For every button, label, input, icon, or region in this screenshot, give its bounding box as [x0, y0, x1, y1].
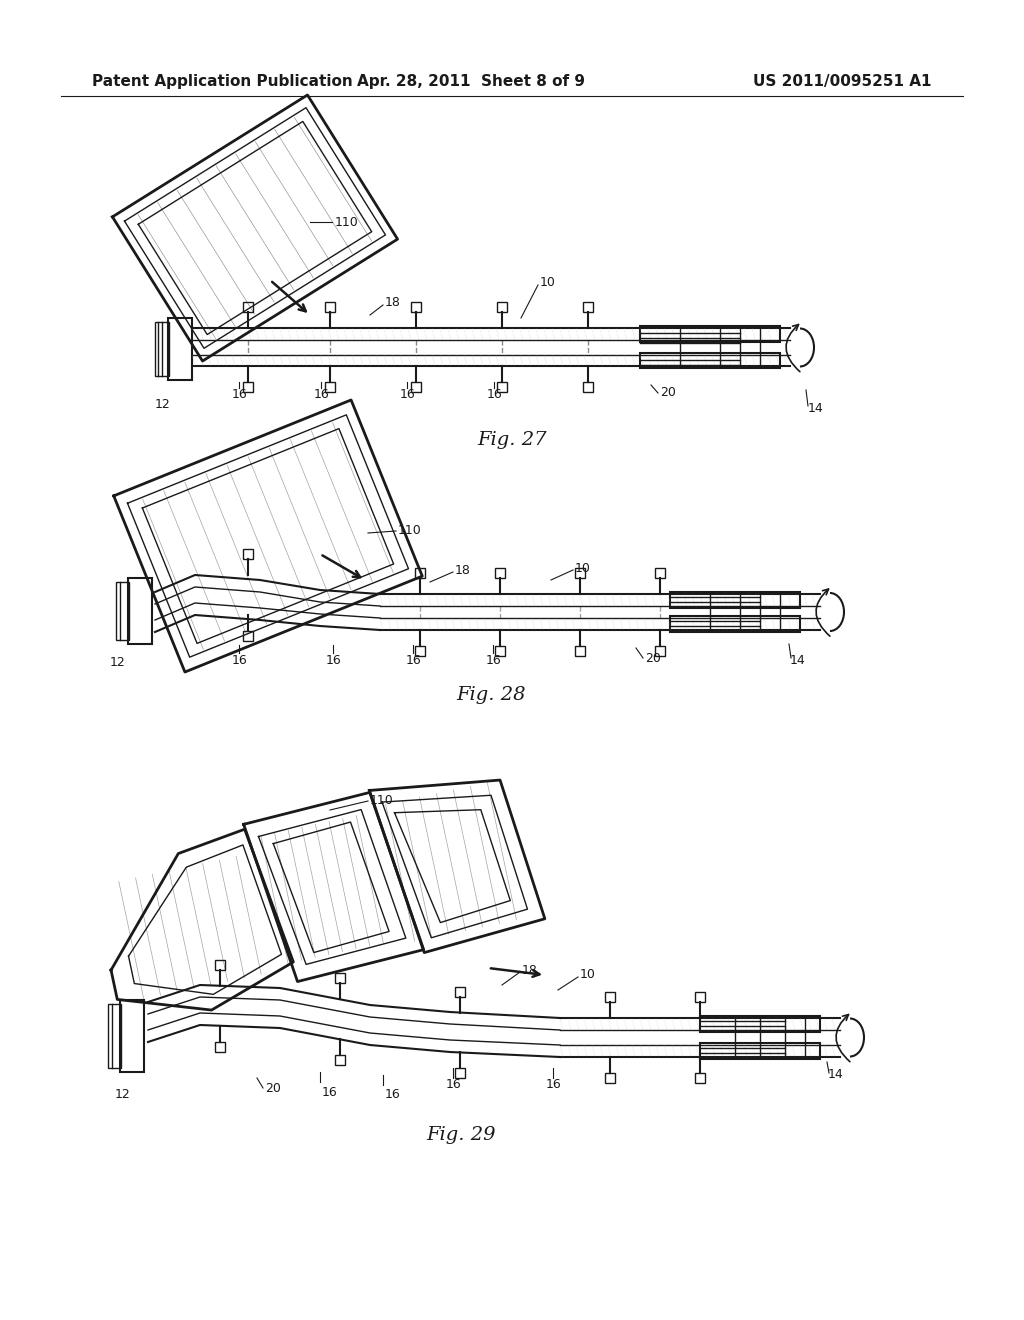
Text: 16: 16: [487, 388, 503, 401]
Bar: [655, 568, 665, 578]
Text: 18: 18: [522, 964, 538, 977]
Text: 10: 10: [580, 969, 596, 982]
Bar: [695, 993, 705, 1002]
Bar: [640, 326, 780, 342]
Bar: [243, 302, 253, 312]
Text: 16: 16: [406, 653, 422, 667]
Text: 14: 14: [808, 401, 823, 414]
Bar: [495, 645, 505, 656]
Text: 110: 110: [370, 793, 394, 807]
Bar: [670, 591, 800, 609]
Bar: [116, 582, 129, 640]
Bar: [108, 1005, 121, 1068]
Bar: [335, 1055, 345, 1065]
Bar: [497, 381, 507, 392]
Bar: [243, 631, 253, 642]
Bar: [583, 302, 593, 312]
Bar: [695, 1073, 705, 1082]
Text: 14: 14: [790, 653, 806, 667]
Text: Fig. 27: Fig. 27: [477, 432, 547, 449]
Bar: [455, 986, 465, 997]
Bar: [415, 645, 425, 656]
Bar: [670, 616, 800, 632]
Bar: [243, 381, 253, 392]
Text: 12: 12: [110, 656, 126, 668]
Bar: [605, 993, 615, 1002]
Text: 10: 10: [575, 561, 591, 574]
Bar: [411, 302, 421, 312]
Text: 14: 14: [828, 1068, 844, 1081]
Text: 18: 18: [385, 297, 400, 309]
Bar: [575, 568, 585, 578]
Bar: [575, 645, 585, 656]
Text: 16: 16: [322, 1085, 338, 1098]
Bar: [335, 973, 345, 983]
Text: 20: 20: [265, 1081, 281, 1094]
Bar: [325, 302, 335, 312]
Bar: [700, 1043, 820, 1059]
Bar: [128, 578, 152, 644]
Text: 16: 16: [446, 1078, 462, 1092]
Text: 110: 110: [398, 524, 422, 536]
Text: 16: 16: [326, 653, 342, 667]
Text: 16: 16: [486, 653, 502, 667]
Text: 12: 12: [155, 399, 171, 412]
Text: Patent Application Publication: Patent Application Publication: [92, 74, 353, 90]
Bar: [215, 960, 225, 970]
Text: Fig. 29: Fig. 29: [426, 1126, 496, 1144]
Bar: [495, 568, 505, 578]
Text: 16: 16: [385, 1089, 400, 1101]
Text: 16: 16: [546, 1078, 562, 1092]
Text: 16: 16: [232, 388, 248, 401]
Text: US 2011/0095251 A1: US 2011/0095251 A1: [754, 74, 932, 90]
Bar: [168, 318, 193, 380]
Bar: [700, 1016, 820, 1032]
Bar: [120, 1001, 144, 1072]
Bar: [583, 381, 593, 392]
Bar: [243, 549, 253, 558]
Bar: [655, 645, 665, 656]
Text: 16: 16: [400, 388, 416, 401]
Bar: [411, 381, 421, 392]
Bar: [325, 381, 335, 392]
Text: 16: 16: [232, 653, 248, 667]
Text: 110: 110: [335, 215, 358, 228]
Text: 18: 18: [455, 564, 471, 577]
Bar: [640, 352, 780, 368]
Bar: [155, 322, 169, 376]
Bar: [605, 1073, 615, 1082]
Text: 10: 10: [540, 276, 556, 289]
Text: 20: 20: [660, 387, 676, 400]
Text: Apr. 28, 2011  Sheet 8 of 9: Apr. 28, 2011 Sheet 8 of 9: [357, 74, 585, 90]
Text: 16: 16: [314, 388, 330, 401]
Text: 20: 20: [645, 652, 660, 664]
Text: 12: 12: [115, 1089, 131, 1101]
Bar: [455, 1068, 465, 1078]
Text: Fig. 28: Fig. 28: [457, 686, 526, 704]
Bar: [415, 568, 425, 578]
Bar: [215, 1041, 225, 1052]
Bar: [497, 302, 507, 312]
